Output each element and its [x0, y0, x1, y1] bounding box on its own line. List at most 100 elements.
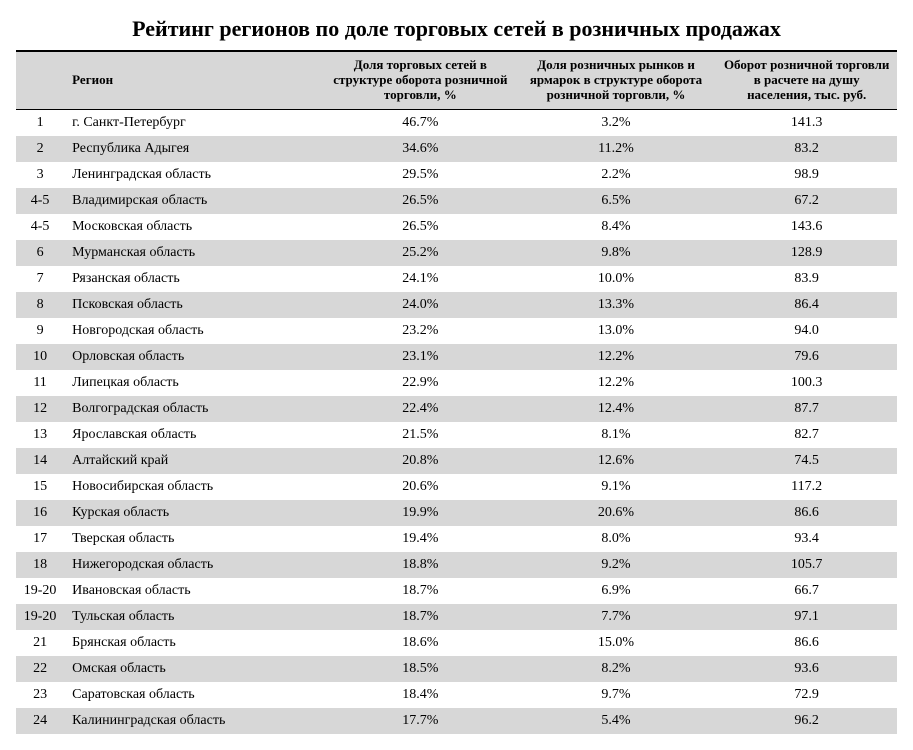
table-row: 19-20Ивановская область18.7%6.9%66.7 [16, 578, 897, 604]
cell-share-markets: 12.6% [516, 448, 717, 474]
col-header-region: Регион [64, 51, 325, 109]
cell-rank: 4-5 [16, 188, 64, 214]
table-row: 8Псковская область24.0%13.3%86.4 [16, 292, 897, 318]
cell-rank: 22 [16, 656, 64, 682]
cell-share-networks: 24.0% [325, 292, 516, 318]
cell-share-markets: 12.2% [516, 344, 717, 370]
cell-region: Саратовская область [64, 682, 325, 708]
cell-rank: 13 [16, 422, 64, 448]
cell-share-markets: 12.4% [516, 396, 717, 422]
table-row: 14Алтайский край20.8%12.6%74.5 [16, 448, 897, 474]
cell-share-markets: 2.2% [516, 162, 717, 188]
table-row: 11Липецкая область22.9%12.2%100.3 [16, 370, 897, 396]
table-row: 23Саратовская область18.4%9.7%72.9 [16, 682, 897, 708]
cell-region: Курская область [64, 500, 325, 526]
cell-region: Новосибирская область [64, 474, 325, 500]
cell-share-networks: 34.6% [325, 136, 516, 162]
cell-region: Омская область [64, 656, 325, 682]
cell-share-markets: 15.0% [516, 630, 717, 656]
cell-share-networks: 18.7% [325, 604, 516, 630]
cell-share-networks: 21.5% [325, 422, 516, 448]
cell-turnover: 117.2 [716, 474, 897, 500]
cell-share-networks: 23.2% [325, 318, 516, 344]
cell-share-markets: 3.2% [516, 109, 717, 136]
col-header-turnover: Оборот розничной торговли в расчете на д… [716, 51, 897, 109]
cell-rank: 15 [16, 474, 64, 500]
cell-turnover: 74.5 [716, 448, 897, 474]
cell-turnover: 87.7 [716, 396, 897, 422]
cell-share-networks: 22.4% [325, 396, 516, 422]
table-row: 3Ленинградская область29.5%2.2%98.9 [16, 162, 897, 188]
cell-rank: 8 [16, 292, 64, 318]
cell-share-markets: 7.7% [516, 604, 717, 630]
page-title: Рейтинг регионов по доле торговых сетей … [16, 16, 897, 42]
cell-rank: 19-20 [16, 604, 64, 630]
cell-turnover: 141.3 [716, 109, 897, 136]
cell-region: Брянская область [64, 630, 325, 656]
cell-rank: 1 [16, 109, 64, 136]
table-row: 18Нижегородская область18.8%9.2%105.7 [16, 552, 897, 578]
cell-share-markets: 8.0% [516, 526, 717, 552]
table-row: 1г. Санкт-Петербург46.7%3.2%141.3 [16, 109, 897, 136]
cell-turnover: 128.9 [716, 240, 897, 266]
cell-turnover: 93.4 [716, 526, 897, 552]
cell-rank: 7 [16, 266, 64, 292]
cell-rank: 21 [16, 630, 64, 656]
cell-share-markets: 20.6% [516, 500, 717, 526]
cell-share-markets: 13.0% [516, 318, 717, 344]
cell-region: Нижегородская область [64, 552, 325, 578]
table-body: 1г. Санкт-Петербург46.7%3.2%141.32Респуб… [16, 109, 897, 734]
cell-region: Тульская область [64, 604, 325, 630]
cell-rank: 12 [16, 396, 64, 422]
cell-share-markets: 9.2% [516, 552, 717, 578]
cell-rank: 23 [16, 682, 64, 708]
cell-share-networks: 24.1% [325, 266, 516, 292]
cell-rank: 16 [16, 500, 64, 526]
cell-rank: 2 [16, 136, 64, 162]
table-row: 24Калининградская область17.7%5.4%96.2 [16, 708, 897, 734]
table-row: 4-5Владимирская область26.5%6.5%67.2 [16, 188, 897, 214]
cell-rank: 3 [16, 162, 64, 188]
cell-turnover: 105.7 [716, 552, 897, 578]
cell-share-networks: 46.7% [325, 109, 516, 136]
cell-region: Волгоградская область [64, 396, 325, 422]
cell-region: г. Санкт-Петербург [64, 109, 325, 136]
cell-share-networks: 22.9% [325, 370, 516, 396]
table-row: 19-20Тульская область18.7%7.7%97.1 [16, 604, 897, 630]
cell-share-markets: 9.7% [516, 682, 717, 708]
cell-turnover: 86.6 [716, 630, 897, 656]
cell-region: Ивановская область [64, 578, 325, 604]
cell-region: Калининградская область [64, 708, 325, 734]
table-row: 10Орловская область23.1%12.2%79.6 [16, 344, 897, 370]
table-row: 4-5Московская область26.5%8.4%143.6 [16, 214, 897, 240]
cell-turnover: 98.9 [716, 162, 897, 188]
cell-share-markets: 6.9% [516, 578, 717, 604]
cell-share-networks: 20.8% [325, 448, 516, 474]
table-row: 9Новгородская область23.2%13.0%94.0 [16, 318, 897, 344]
cell-turnover: 82.7 [716, 422, 897, 448]
cell-share-networks: 23.1% [325, 344, 516, 370]
cell-region: Московская область [64, 214, 325, 240]
cell-region: Республика Адыгея [64, 136, 325, 162]
cell-rank: 4-5 [16, 214, 64, 240]
cell-rank: 17 [16, 526, 64, 552]
cell-region: Тверская область [64, 526, 325, 552]
cell-region: Липецкая область [64, 370, 325, 396]
cell-share-markets: 8.2% [516, 656, 717, 682]
table-row: 17Тверская область19.4%8.0%93.4 [16, 526, 897, 552]
cell-turnover: 97.1 [716, 604, 897, 630]
cell-turnover: 83.2 [716, 136, 897, 162]
cell-region: Рязанская область [64, 266, 325, 292]
col-header-rank [16, 51, 64, 109]
cell-share-networks: 19.4% [325, 526, 516, 552]
cell-turnover: 143.6 [716, 214, 897, 240]
cell-region: Псковская область [64, 292, 325, 318]
cell-share-markets: 5.4% [516, 708, 717, 734]
cell-share-markets: 8.4% [516, 214, 717, 240]
cell-turnover: 72.9 [716, 682, 897, 708]
cell-turnover: 86.6 [716, 500, 897, 526]
table-row: 22Омская область18.5%8.2%93.6 [16, 656, 897, 682]
cell-rank: 18 [16, 552, 64, 578]
col-header-share-markets: Доля розничных рынков и ярмарок в структ… [516, 51, 717, 109]
table-row: 21Брянская область18.6%15.0%86.6 [16, 630, 897, 656]
